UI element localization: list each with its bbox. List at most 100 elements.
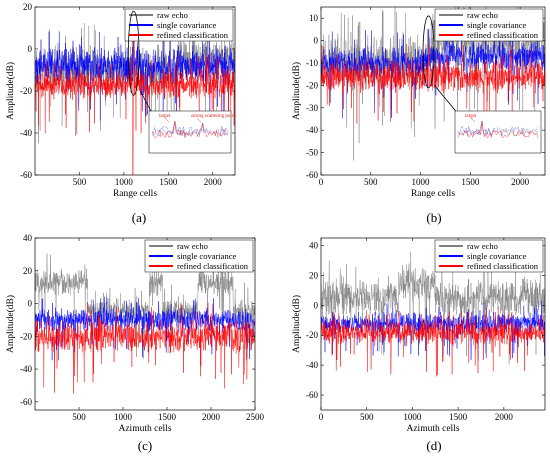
y-tick-label: -50 [306, 148, 318, 158]
legend-single-covariance: single covariance [467, 20, 526, 30]
plot-frame [34, 237, 256, 411]
x-tick-label: 1000 [412, 177, 431, 187]
series-refined-classification [35, 27, 235, 175]
x-tick-label: 0 [319, 412, 324, 422]
legend-single-covariance: single covariance [467, 251, 526, 261]
y-tick-label: 20 [23, 266, 33, 276]
series-single-covariance [35, 296, 255, 361]
legend-refined-classification: refined classification [467, 261, 539, 271]
legend-refined-classification: refined classification [177, 261, 249, 271]
plot-frame [320, 237, 546, 411]
panel-label: (d) [426, 438, 441, 453]
y-tick-label: -20 [20, 331, 32, 341]
x-tick-label: 2500 [246, 412, 265, 422]
y-axis-label: Amplitude(dB) [291, 295, 302, 353]
panel-d: 0 500 1000 1500 2000 -60 -40 -20 0 20 40 Azimuth ce… [291, 237, 546, 453]
y-tick-label: 0 [28, 299, 33, 309]
x-axis-label: Azimuth cells [406, 424, 459, 434]
y-tick-label: -60 [306, 170, 318, 180]
y-tick-label: -40 [20, 128, 32, 138]
x-tick-label: 1500 [461, 177, 480, 187]
x-tick-label: 2000 [204, 177, 223, 187]
y-tick-label: -10 [306, 58, 318, 68]
legend-raw-echo: raw echo [467, 10, 498, 20]
y-tick-label: -30 [306, 103, 318, 113]
x-tick-label: 1500 [159, 177, 178, 187]
plot-frame [320, 6, 546, 176]
inset-series-refined-classification [151, 120, 229, 138]
legend-raw-echo: raw echo [467, 241, 498, 251]
series-refined-classification [321, 306, 545, 377]
inset-annotation-arrow [196, 117, 202, 123]
series-single-covariance [35, 17, 235, 128]
inset-series-raw-echo [457, 120, 539, 137]
legend-raw-echo: raw echo [157, 10, 188, 20]
y-tick-label: 40 [309, 240, 319, 250]
x-tick-label: 1500 [449, 412, 468, 422]
x-tick-label: 2000 [202, 412, 221, 422]
zoom-inset: target strong scattering point [139, 90, 236, 154]
y-axis-label: Amplitude(dB) [291, 62, 302, 120]
x-tick-label: 500 [360, 412, 374, 422]
inset-arrow [434, 85, 460, 116]
y-tick-label: -60 [20, 397, 32, 407]
x-tick-label: 500 [72, 412, 86, 422]
x-tick-label: 500 [73, 177, 87, 187]
legend-single-covariance: single covariance [177, 251, 236, 261]
inset-series-raw-echo [151, 120, 229, 137]
y-tick-label: -40 [306, 125, 318, 135]
x-tick-label: 2000 [511, 177, 530, 187]
panel-c: 500 1000 1500 2000 2500 -60 -40 -20 0 20 40 Azimuth… [5, 233, 265, 453]
x-tick-label: 1500 [158, 412, 177, 422]
inset-series-refined-classification [457, 120, 539, 139]
y-tick-label: -20 [306, 80, 318, 90]
series-raw-echo [35, 253, 255, 361]
inset-annotation-arrow [164, 117, 170, 123]
legend-refined-classification: refined classification [467, 30, 539, 40]
panel-label: (a) [132, 210, 146, 225]
highlight-ellipse [422, 15, 435, 89]
y-tick-label: -40 [20, 364, 32, 374]
inset-annotation-arrow [470, 117, 476, 123]
inset-annotation: target [465, 114, 477, 119]
legend-single-covariance: single covariance [157, 20, 216, 30]
y-tick-label: 10 [309, 13, 319, 23]
y-axis-label: Amplitude(dB) [5, 62, 16, 120]
x-axis-label: Azimuth cells [118, 424, 171, 434]
inset-annotation: strong scattering point [191, 114, 236, 119]
y-tick-label: -20 [20, 86, 32, 96]
y-tick-label: 0 [28, 44, 33, 54]
x-tick-label: 1000 [403, 412, 422, 422]
y-tick-label: -40 [306, 360, 318, 370]
panel-label: (b) [426, 210, 441, 225]
x-axis-label: Range cells [113, 189, 157, 199]
series-single-covariance [321, 22, 545, 119]
legend-refined-classification: refined classification [157, 30, 229, 40]
y-tick-label: 0 [314, 36, 319, 46]
y-tick-label: -60 [20, 170, 32, 180]
highlight-ellipse [127, 10, 140, 96]
inset-series-single-covariance [151, 120, 229, 137]
y-tick-label: -60 [306, 390, 318, 400]
x-tick-label: 0 [319, 177, 324, 187]
zoom-inset: target [434, 85, 542, 154]
y-tick-label: 20 [23, 2, 33, 12]
legend-raw-echo: raw echo [177, 241, 208, 251]
y-tick-label: 0 [314, 300, 319, 310]
series-raw-echo [321, 251, 545, 365]
y-axis-label: Amplitude(dB) [5, 295, 16, 353]
series-refined-classification [35, 301, 255, 394]
inset-series-single-covariance [457, 120, 539, 137]
x-tick-label: 500 [364, 177, 378, 187]
y-tick-label: 40 [23, 233, 33, 243]
inset-annotation: target [159, 114, 171, 119]
x-tick-label: 2000 [495, 412, 514, 422]
x-tick-label: 1000 [115, 177, 134, 187]
panel-label: (c) [138, 438, 152, 453]
panel-b: 0 500 1000 1500 2000 -60 -50 -40 -30 -20 -10 0 10 Ran… [291, 6, 546, 225]
y-tick-label: -20 [306, 330, 318, 340]
